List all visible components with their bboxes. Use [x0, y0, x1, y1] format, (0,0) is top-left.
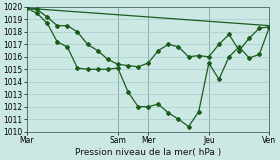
X-axis label: Pression niveau de la mer( hPa ): Pression niveau de la mer( hPa ): [75, 148, 221, 156]
